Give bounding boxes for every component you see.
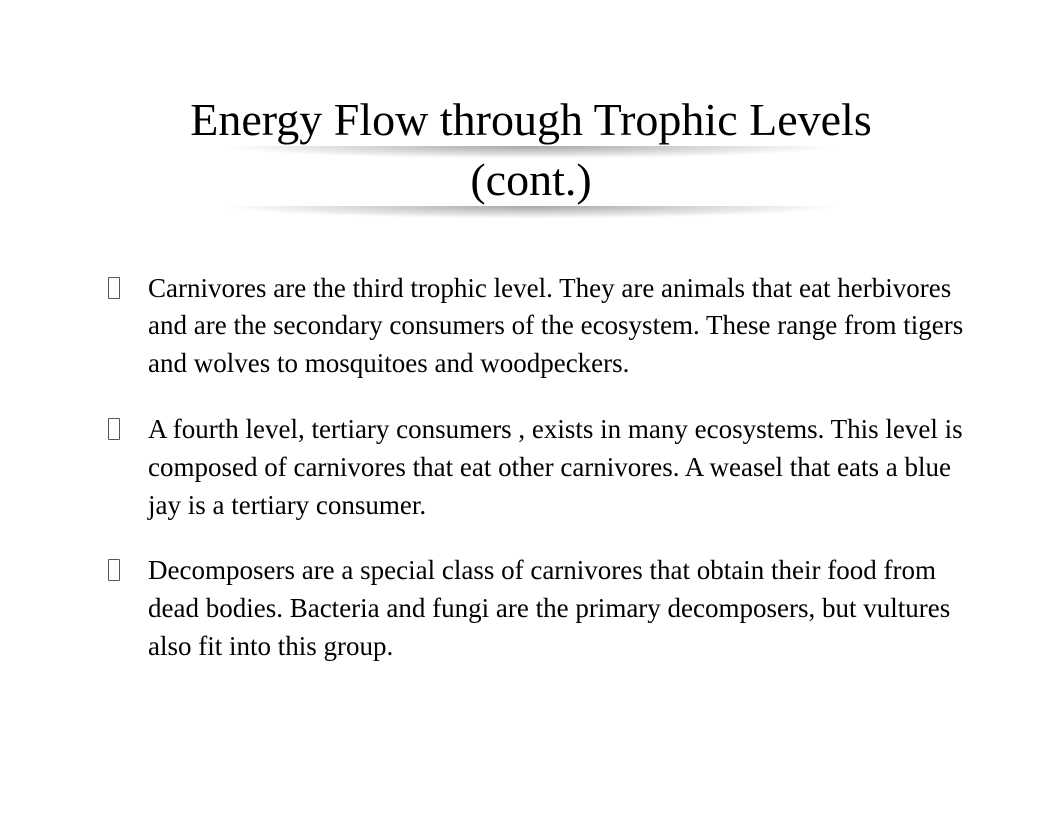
- bullet-text: Decomposers are a special class of carni…: [148, 555, 950, 661]
- bullet-list: Carnivores are the third trophic level. …: [90, 270, 972, 666]
- slide-title: Energy Flow through Trophic Levels (cont…: [90, 90, 972, 210]
- slide-container: Energy Flow through Trophic Levels (cont…: [0, 0, 1062, 822]
- title-line-1: Energy Flow through Trophic Levels: [90, 90, 972, 150]
- title-line-2: (cont.): [90, 150, 972, 210]
- bullet-item: Decomposers are a special class of carni…: [108, 552, 972, 665]
- bullet-item: Carnivores are the third trophic level. …: [108, 270, 972, 383]
- bullet-text: Carnivores are the third trophic level. …: [148, 273, 963, 379]
- bullet-item: A fourth level, tertiary consumers , exi…: [108, 411, 972, 524]
- bullet-text: A fourth level, tertiary consumers , exi…: [148, 414, 963, 520]
